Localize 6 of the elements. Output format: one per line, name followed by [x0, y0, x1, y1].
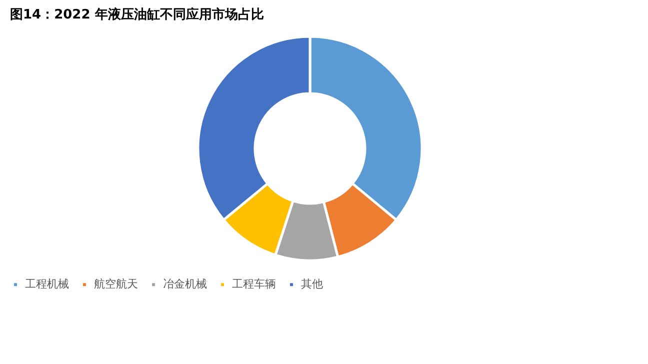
- legend-label: 工程车辆: [232, 278, 276, 291]
- legend-label: 冶金机械: [163, 278, 207, 291]
- legend-label: 工程机械: [25, 278, 69, 291]
- legend-label: 航空航天: [94, 278, 138, 291]
- chart-title: 图14：2022 年液压油缸不同应用市场占比: [10, 6, 264, 22]
- legend-label: 其他: [301, 278, 323, 291]
